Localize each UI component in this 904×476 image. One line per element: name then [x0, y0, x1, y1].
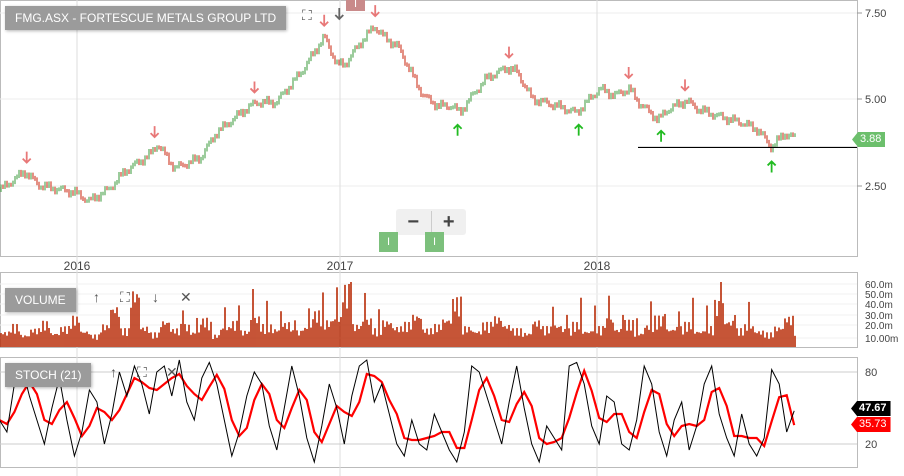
symbol-title-label: FMG.ASX - FORTESCUE METALS GROUP LTD [5, 6, 287, 30]
buy-signal-arrow [574, 123, 584, 136]
sell-signal-arrow [370, 5, 380, 18]
sell-signal-arrow [504, 46, 514, 59]
buy-signal-arrow [656, 129, 666, 142]
fullscreen-icon[interactable]: ⛶ [302, 7, 312, 23]
last-price-tag: 3.88 [852, 132, 886, 147]
price-tick-label: 2.50 [865, 181, 886, 193]
stoch-panel-label: STOCH (21) [5, 363, 92, 387]
maximize-panel-icon[interactable]: ⛶ [120, 289, 130, 305]
stoch-d-tag: 35.73 [851, 417, 891, 432]
sell-signal-arrow [249, 81, 260, 94]
sell-signal-arrow [22, 151, 32, 164]
volume-panel-frame [0, 272, 858, 348]
buy-signal-arrow [766, 160, 777, 173]
maximize-panel-icon[interactable]: ⛶ [137, 364, 147, 380]
buy-signal-arrow [452, 123, 463, 136]
stoch-d-line [0, 367, 796, 450]
price-panel-frame [0, 0, 858, 257]
move-down-icon[interactable]: ↓ [152, 289, 159, 305]
volume-tick-label: 50.0m [865, 290, 893, 301]
event-marker-top[interactable]: I [346, 0, 365, 11]
volume-tick-label: 10.00m [865, 334, 898, 345]
stoch-tick-label: 20 [865, 439, 877, 451]
sell-signal-arrow [149, 126, 160, 139]
volume-panel-label: VOLUME [5, 288, 76, 312]
volume-tick-label: 30.0m [865, 311, 893, 322]
volume-tick-label: 20.0m [865, 321, 893, 332]
sell-signal-arrow [680, 79, 690, 92]
zoom-in-button[interactable]: + [430, 210, 467, 234]
stoch-k-line [0, 359, 795, 464]
stoch-k-tag: 47.67 [851, 401, 891, 416]
close-panel-icon[interactable]: ✕ [180, 289, 192, 305]
x-tick-label: 2018 [584, 259, 611, 273]
move-up-icon[interactable]: ↑ [93, 289, 100, 305]
zoom-out-button[interactable]: − [407, 210, 420, 233]
price-tick-label: 5.00 [865, 94, 886, 106]
volume-tick-label: 40.0m [865, 300, 893, 311]
x-tick-label: 2017 [327, 259, 354, 273]
volume-tick-label: 60.0m [865, 280, 893, 291]
move-up-icon[interactable]: ↑ [110, 364, 117, 380]
event-marker[interactable]: I [425, 232, 444, 252]
stoch-tick-label: 80 [865, 367, 877, 379]
sell-signal-arrow [624, 66, 634, 80]
sell-signal-arrow [319, 14, 329, 27]
zoom-control: − + [396, 209, 466, 235]
event-marker[interactable]: I [379, 232, 398, 252]
close-panel-icon[interactable]: ✕ [166, 364, 178, 380]
price-tick-label: 7.50 [865, 8, 886, 20]
neutral-signal-arrow [334, 8, 344, 21]
x-tick-label: 2016 [64, 259, 91, 273]
